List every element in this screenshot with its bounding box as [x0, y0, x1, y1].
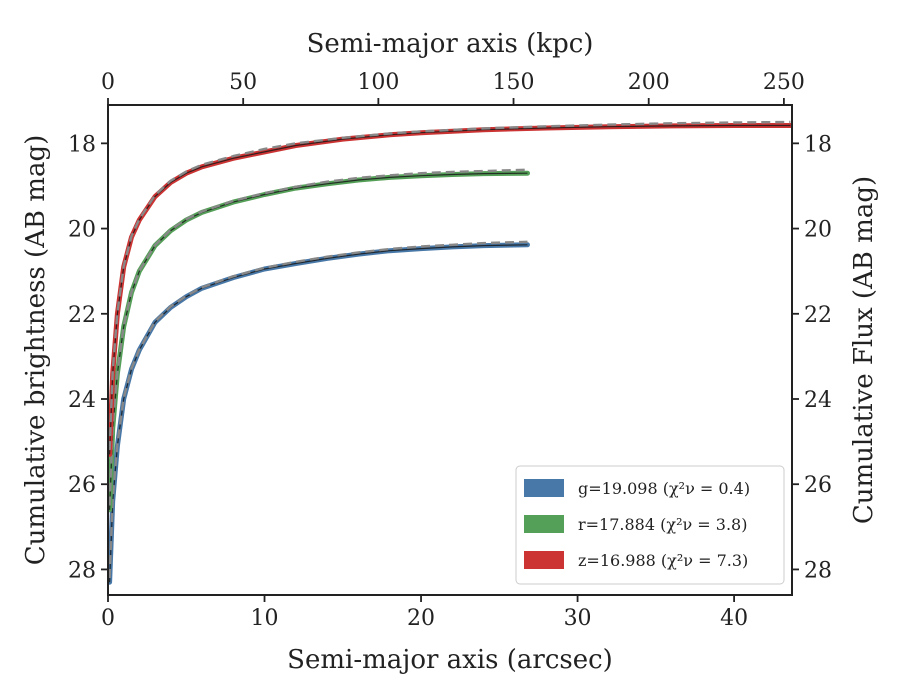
x2-tick-label: 0	[101, 70, 115, 95]
x2-axis-title: Semi-major axis (kpc)	[307, 29, 594, 59]
x-tick-label: 20	[407, 606, 435, 631]
y2-axis-title: Cumulative Flux (AB mag)	[849, 176, 879, 524]
legend-label-g: g=19.098 (χ²ν = 0.4)	[578, 479, 750, 498]
x-axis-title: Semi-major axis (arcsec)	[287, 645, 613, 675]
y-tick-label: 20	[68, 218, 96, 243]
y2-tick-label: 26	[804, 473, 832, 498]
x-tick-label: 10	[251, 606, 279, 631]
legend-swatch-g	[524, 479, 564, 497]
y-tick-label: 28	[68, 558, 96, 583]
x-tick-label: 40	[720, 606, 748, 631]
y-tick-label: 24	[68, 388, 96, 413]
x2-tick-label: 100	[357, 70, 399, 95]
legend-box	[515, 465, 785, 585]
x2-tick-label: 150	[493, 70, 535, 95]
y-tick-label: 22	[68, 303, 96, 328]
legend: g=19.098 (χ²ν = 0.4) r=17.884 (χ²ν = 3.8)…	[515, 465, 785, 585]
y2-tick-label: 22	[804, 303, 832, 328]
y2-tick-label: 28	[804, 558, 832, 583]
fit-line-r	[108, 168, 528, 506]
series-line-r	[107, 170, 530, 513]
x-tick-label: 0	[101, 606, 115, 631]
legend-label-r: r=17.884 (χ²ν = 3.8)	[578, 515, 747, 534]
series-core-line-g	[109, 244, 528, 583]
series-layer	[107, 120, 793, 585]
fit-line-z	[108, 120, 791, 451]
legend-swatch-z	[524, 551, 564, 569]
legend-swatch-r	[524, 515, 564, 533]
series-line-g	[107, 242, 530, 585]
x2-tick-label: 200	[628, 70, 670, 95]
x-tick-label: 30	[564, 606, 592, 631]
series-core-line-r	[109, 172, 528, 510]
y2-tick-label: 20	[804, 218, 832, 243]
y-tick-label: 18	[68, 132, 96, 157]
y-tick-label: 26	[68, 473, 96, 498]
legend-label-z: z=16.988 (χ²ν = 7.3)	[578, 551, 748, 570]
fit-line-g	[108, 240, 528, 579]
y-axis-title: Cumulative brightness (AB mag)	[21, 135, 51, 566]
y2-tick-label: 18	[804, 132, 832, 157]
ticks-layer: 0 10 20 30 40 0 50 100 150 200 250 18 20 22 24 26 28 18 20…	[68, 70, 832, 631]
x2-tick-label: 50	[229, 70, 257, 95]
y2-tick-label: 24	[804, 388, 832, 413]
plot-frame	[107, 104, 793, 596]
x2-tick-label: 250	[763, 70, 805, 95]
